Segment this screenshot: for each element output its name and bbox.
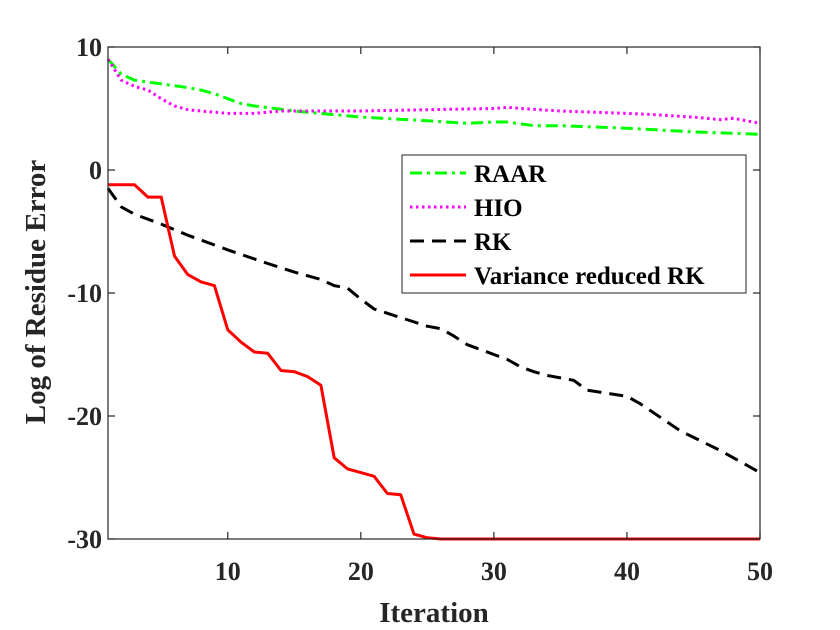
x-tick-label: 20 [348,557,374,586]
series-line-rk [106,187,761,474]
series-line-hio [106,58,761,125]
legend-label-variance-reduced-rk: Variance reduced RK [474,263,705,290]
series-layer [106,58,761,541]
ticks-layer: 10 20 30 40 50 -30 -20 -10 0 10 [67,33,773,586]
legend-entries: RAAR HIO RK Variance reduced RK [410,161,705,290]
series-line-raar [106,58,761,136]
legend: RAAR HIO RK Variance reduced RK [401,154,747,294]
legend-label-rk: RK [474,229,512,256]
x-axis-title: Iteration [379,597,489,629]
legend-label-raar: RAAR [474,161,547,188]
y-tick-label: -30 [67,525,102,554]
x-tick-label: 10 [215,557,241,586]
x-tick-label: 50 [747,557,773,586]
legend-box [401,154,747,294]
x-tick-label: 30 [481,557,507,586]
y-tick-label: -20 [67,402,102,431]
y-tick-label: -10 [67,279,102,308]
y-tick-label: 0 [89,156,102,185]
y-axis-title: Log of Residue Error [20,160,52,425]
legend-label-hio: HIO [474,195,523,222]
x-tick-label: 40 [614,557,640,586]
series-line-variance-reduced-rk [108,183,760,541]
y-tick-label: 10 [76,33,102,62]
